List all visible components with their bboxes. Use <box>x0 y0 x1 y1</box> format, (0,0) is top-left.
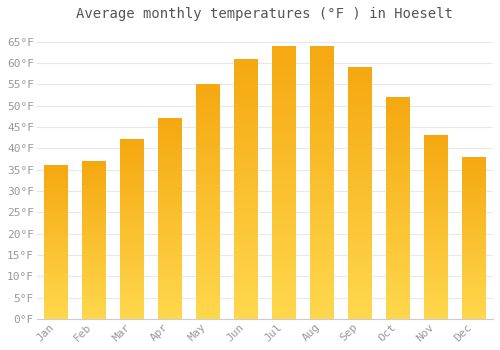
Bar <box>462 157 486 319</box>
Bar <box>310 46 334 319</box>
Bar <box>44 166 68 319</box>
Bar <box>82 161 106 319</box>
Bar <box>158 119 182 319</box>
Bar <box>196 84 220 319</box>
Bar <box>424 135 448 319</box>
Bar <box>348 68 372 319</box>
Bar <box>386 97 410 319</box>
Bar <box>120 140 144 319</box>
Bar <box>272 46 295 319</box>
Title: Average monthly temperatures (°F ) in Hoeselt: Average monthly temperatures (°F ) in Ho… <box>76 7 454 21</box>
Bar <box>234 59 258 319</box>
